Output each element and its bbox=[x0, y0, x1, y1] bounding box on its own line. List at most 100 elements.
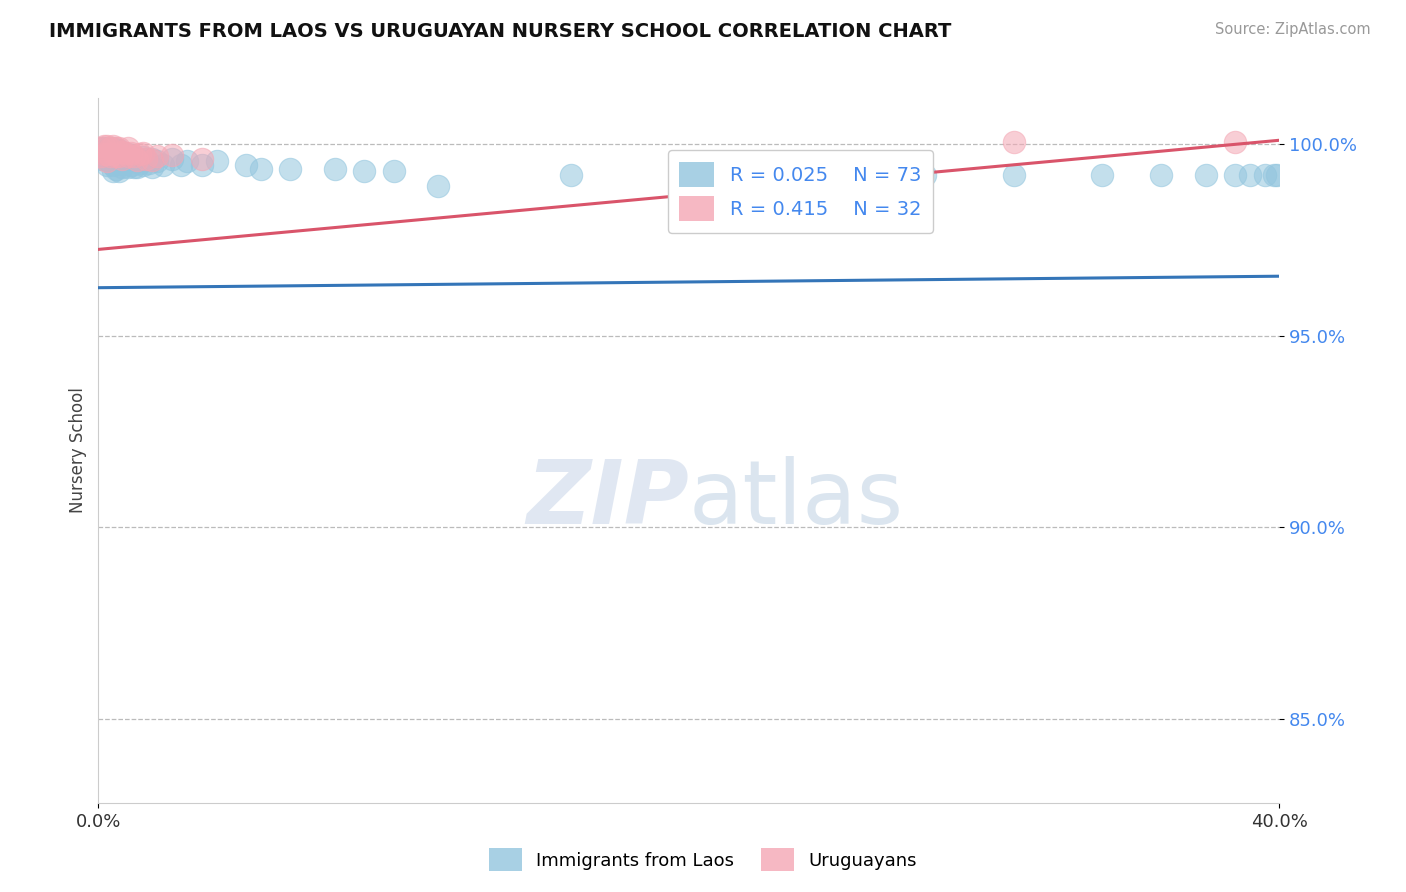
Point bbox=[103, 146, 125, 161]
Point bbox=[191, 158, 214, 172]
Point bbox=[114, 145, 136, 160]
Point bbox=[103, 153, 125, 167]
Point bbox=[117, 153, 139, 167]
Point bbox=[111, 153, 134, 167]
Point bbox=[103, 158, 125, 172]
Point bbox=[678, 168, 700, 182]
Point bbox=[132, 145, 155, 160]
Point bbox=[1225, 135, 1247, 149]
Point bbox=[125, 160, 148, 174]
Point bbox=[141, 160, 163, 174]
Point bbox=[114, 156, 136, 170]
Point bbox=[96, 146, 118, 161]
Point bbox=[114, 148, 136, 162]
Point bbox=[105, 161, 128, 176]
Point bbox=[90, 153, 112, 167]
Point bbox=[162, 148, 183, 162]
Point bbox=[108, 156, 131, 170]
Point bbox=[105, 141, 128, 155]
Point bbox=[323, 161, 346, 176]
Point bbox=[111, 160, 134, 174]
Point bbox=[191, 153, 214, 167]
Point bbox=[98, 143, 121, 157]
Point bbox=[90, 148, 112, 162]
Point bbox=[105, 148, 128, 162]
Point bbox=[796, 168, 818, 182]
Legend: R = 0.025    N = 73, R = 0.415    N = 32: R = 0.025 N = 73, R = 0.415 N = 32 bbox=[668, 150, 934, 233]
Point bbox=[105, 149, 128, 163]
Point bbox=[117, 149, 139, 163]
Point bbox=[1239, 168, 1261, 182]
Point bbox=[117, 160, 139, 174]
Point bbox=[1263, 168, 1285, 182]
Point bbox=[96, 141, 118, 155]
Point bbox=[90, 141, 112, 155]
Y-axis label: Nursery School: Nursery School bbox=[69, 387, 87, 514]
Point bbox=[105, 154, 128, 169]
Text: atlas: atlas bbox=[689, 457, 904, 543]
Point bbox=[108, 151, 131, 165]
Point bbox=[122, 160, 145, 174]
Point bbox=[103, 139, 125, 153]
Point bbox=[93, 146, 115, 161]
Point bbox=[98, 154, 121, 169]
Point bbox=[162, 153, 183, 167]
Point bbox=[560, 168, 582, 182]
Point bbox=[135, 153, 157, 167]
Point bbox=[122, 153, 145, 167]
Point bbox=[96, 153, 118, 167]
Point bbox=[117, 146, 139, 161]
Point bbox=[427, 179, 450, 194]
Point bbox=[120, 158, 142, 172]
Point bbox=[125, 153, 148, 167]
Point bbox=[146, 148, 169, 162]
Point bbox=[93, 141, 115, 155]
Point bbox=[93, 146, 115, 161]
Point bbox=[280, 161, 302, 176]
Point bbox=[103, 146, 125, 161]
Point bbox=[111, 153, 134, 167]
Point bbox=[235, 158, 257, 172]
Text: IMMIGRANTS FROM LAOS VS URUGUAYAN NURSERY SCHOOL CORRELATION CHART: IMMIGRANTS FROM LAOS VS URUGUAYAN NURSER… bbox=[49, 22, 952, 41]
Point bbox=[125, 153, 148, 168]
Point bbox=[90, 141, 112, 155]
Point bbox=[108, 148, 131, 162]
Point bbox=[176, 154, 198, 169]
Point bbox=[146, 154, 169, 169]
Point bbox=[353, 164, 375, 178]
Text: Source: ZipAtlas.com: Source: ZipAtlas.com bbox=[1215, 22, 1371, 37]
Point bbox=[111, 145, 134, 159]
Text: ZIP: ZIP bbox=[526, 457, 689, 543]
Point bbox=[138, 156, 160, 170]
Point bbox=[152, 158, 174, 172]
Point bbox=[103, 164, 125, 178]
Point bbox=[250, 161, 273, 176]
Point bbox=[128, 146, 150, 161]
Point bbox=[96, 158, 118, 172]
Point bbox=[128, 156, 150, 170]
Point bbox=[98, 141, 121, 155]
Point bbox=[141, 153, 163, 168]
Point bbox=[1150, 168, 1173, 182]
Point bbox=[98, 148, 121, 162]
Point bbox=[108, 143, 131, 157]
Point bbox=[1002, 168, 1025, 182]
Point bbox=[141, 153, 163, 167]
Point bbox=[111, 146, 134, 161]
Point bbox=[96, 139, 118, 153]
Point bbox=[135, 153, 157, 167]
Point bbox=[96, 146, 118, 161]
Point bbox=[170, 158, 193, 172]
Point bbox=[205, 154, 228, 169]
Point bbox=[1195, 168, 1218, 182]
Point bbox=[117, 141, 139, 155]
Point bbox=[98, 148, 121, 162]
Point bbox=[1225, 168, 1247, 182]
Point bbox=[914, 168, 936, 182]
Point bbox=[132, 151, 155, 165]
Point bbox=[1002, 135, 1025, 149]
Point bbox=[122, 148, 145, 162]
Point bbox=[1091, 168, 1114, 182]
Point bbox=[108, 164, 131, 178]
Point bbox=[132, 158, 155, 172]
